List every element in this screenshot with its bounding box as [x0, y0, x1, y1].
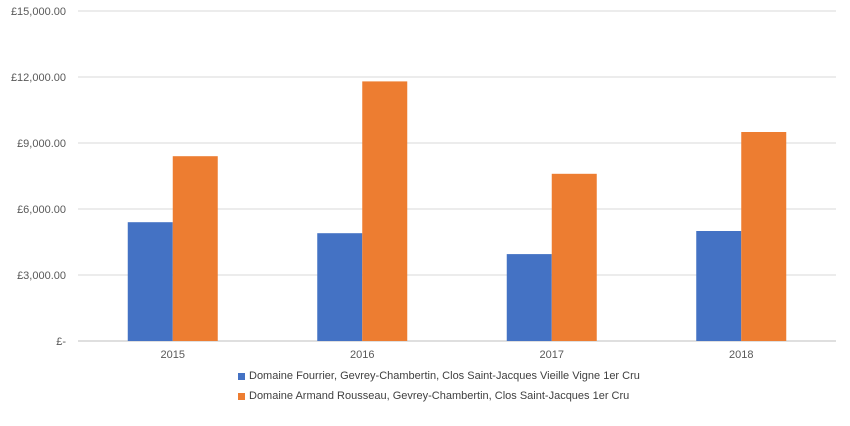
bar-rousseau-2017: [551, 173, 597, 341]
x-tick-label: 2016: [350, 349, 374, 361]
legend: Domaine Fourrier, Gevrey-Chambertin, Clo…: [238, 366, 640, 406]
x-axis-tick-labels: 2015 2016 2017 2018: [161, 349, 754, 361]
bar-fourrier-2018: [696, 231, 742, 341]
y-tick-label: £3,000.00: [17, 270, 66, 282]
bar-series: [127, 81, 787, 342]
legend-item-fourrier: Domaine Fourrier, Gevrey-Chambertin, Clo…: [238, 366, 640, 386]
legend-swatch-fourrier: [238, 372, 245, 380]
legend-label-rousseau: Domaine Armand Rousseau, Gevrey-Chambert…: [249, 390, 630, 402]
bar-fourrier-2017: [506, 254, 552, 341]
y-tick-label: £15,000.00: [11, 6, 66, 18]
y-tick-label: £12,000.00: [11, 72, 66, 84]
bar-fourrier-2015: [127, 222, 173, 341]
bar-rousseau-2015: [172, 156, 218, 341]
y-tick-label: £6,000.00: [17, 204, 66, 216]
y-axis-tick-labels: £- £3,000.00 £6,000.00 £9,000.00 £12,000.00 £…: [11, 6, 66, 348]
bar-rousseau-2018: [741, 132, 787, 341]
x-tick-label: 2015: [161, 349, 185, 361]
bar-fourrier-2016: [317, 233, 363, 341]
y-tick-label: £-: [56, 336, 66, 348]
x-tick-label: 2018: [729, 349, 753, 361]
legend-swatch-rousseau: [238, 392, 245, 400]
legend-item-rousseau: Domaine Armand Rousseau, Gevrey-Chambert…: [238, 386, 640, 406]
x-tick-label: 2017: [540, 349, 564, 361]
legend-label-fourrier: Domaine Fourrier, Gevrey-Chambertin, Clo…: [249, 370, 640, 382]
y-tick-label: £9,000.00: [17, 138, 66, 150]
bar-rousseau-2016: [362, 81, 408, 342]
